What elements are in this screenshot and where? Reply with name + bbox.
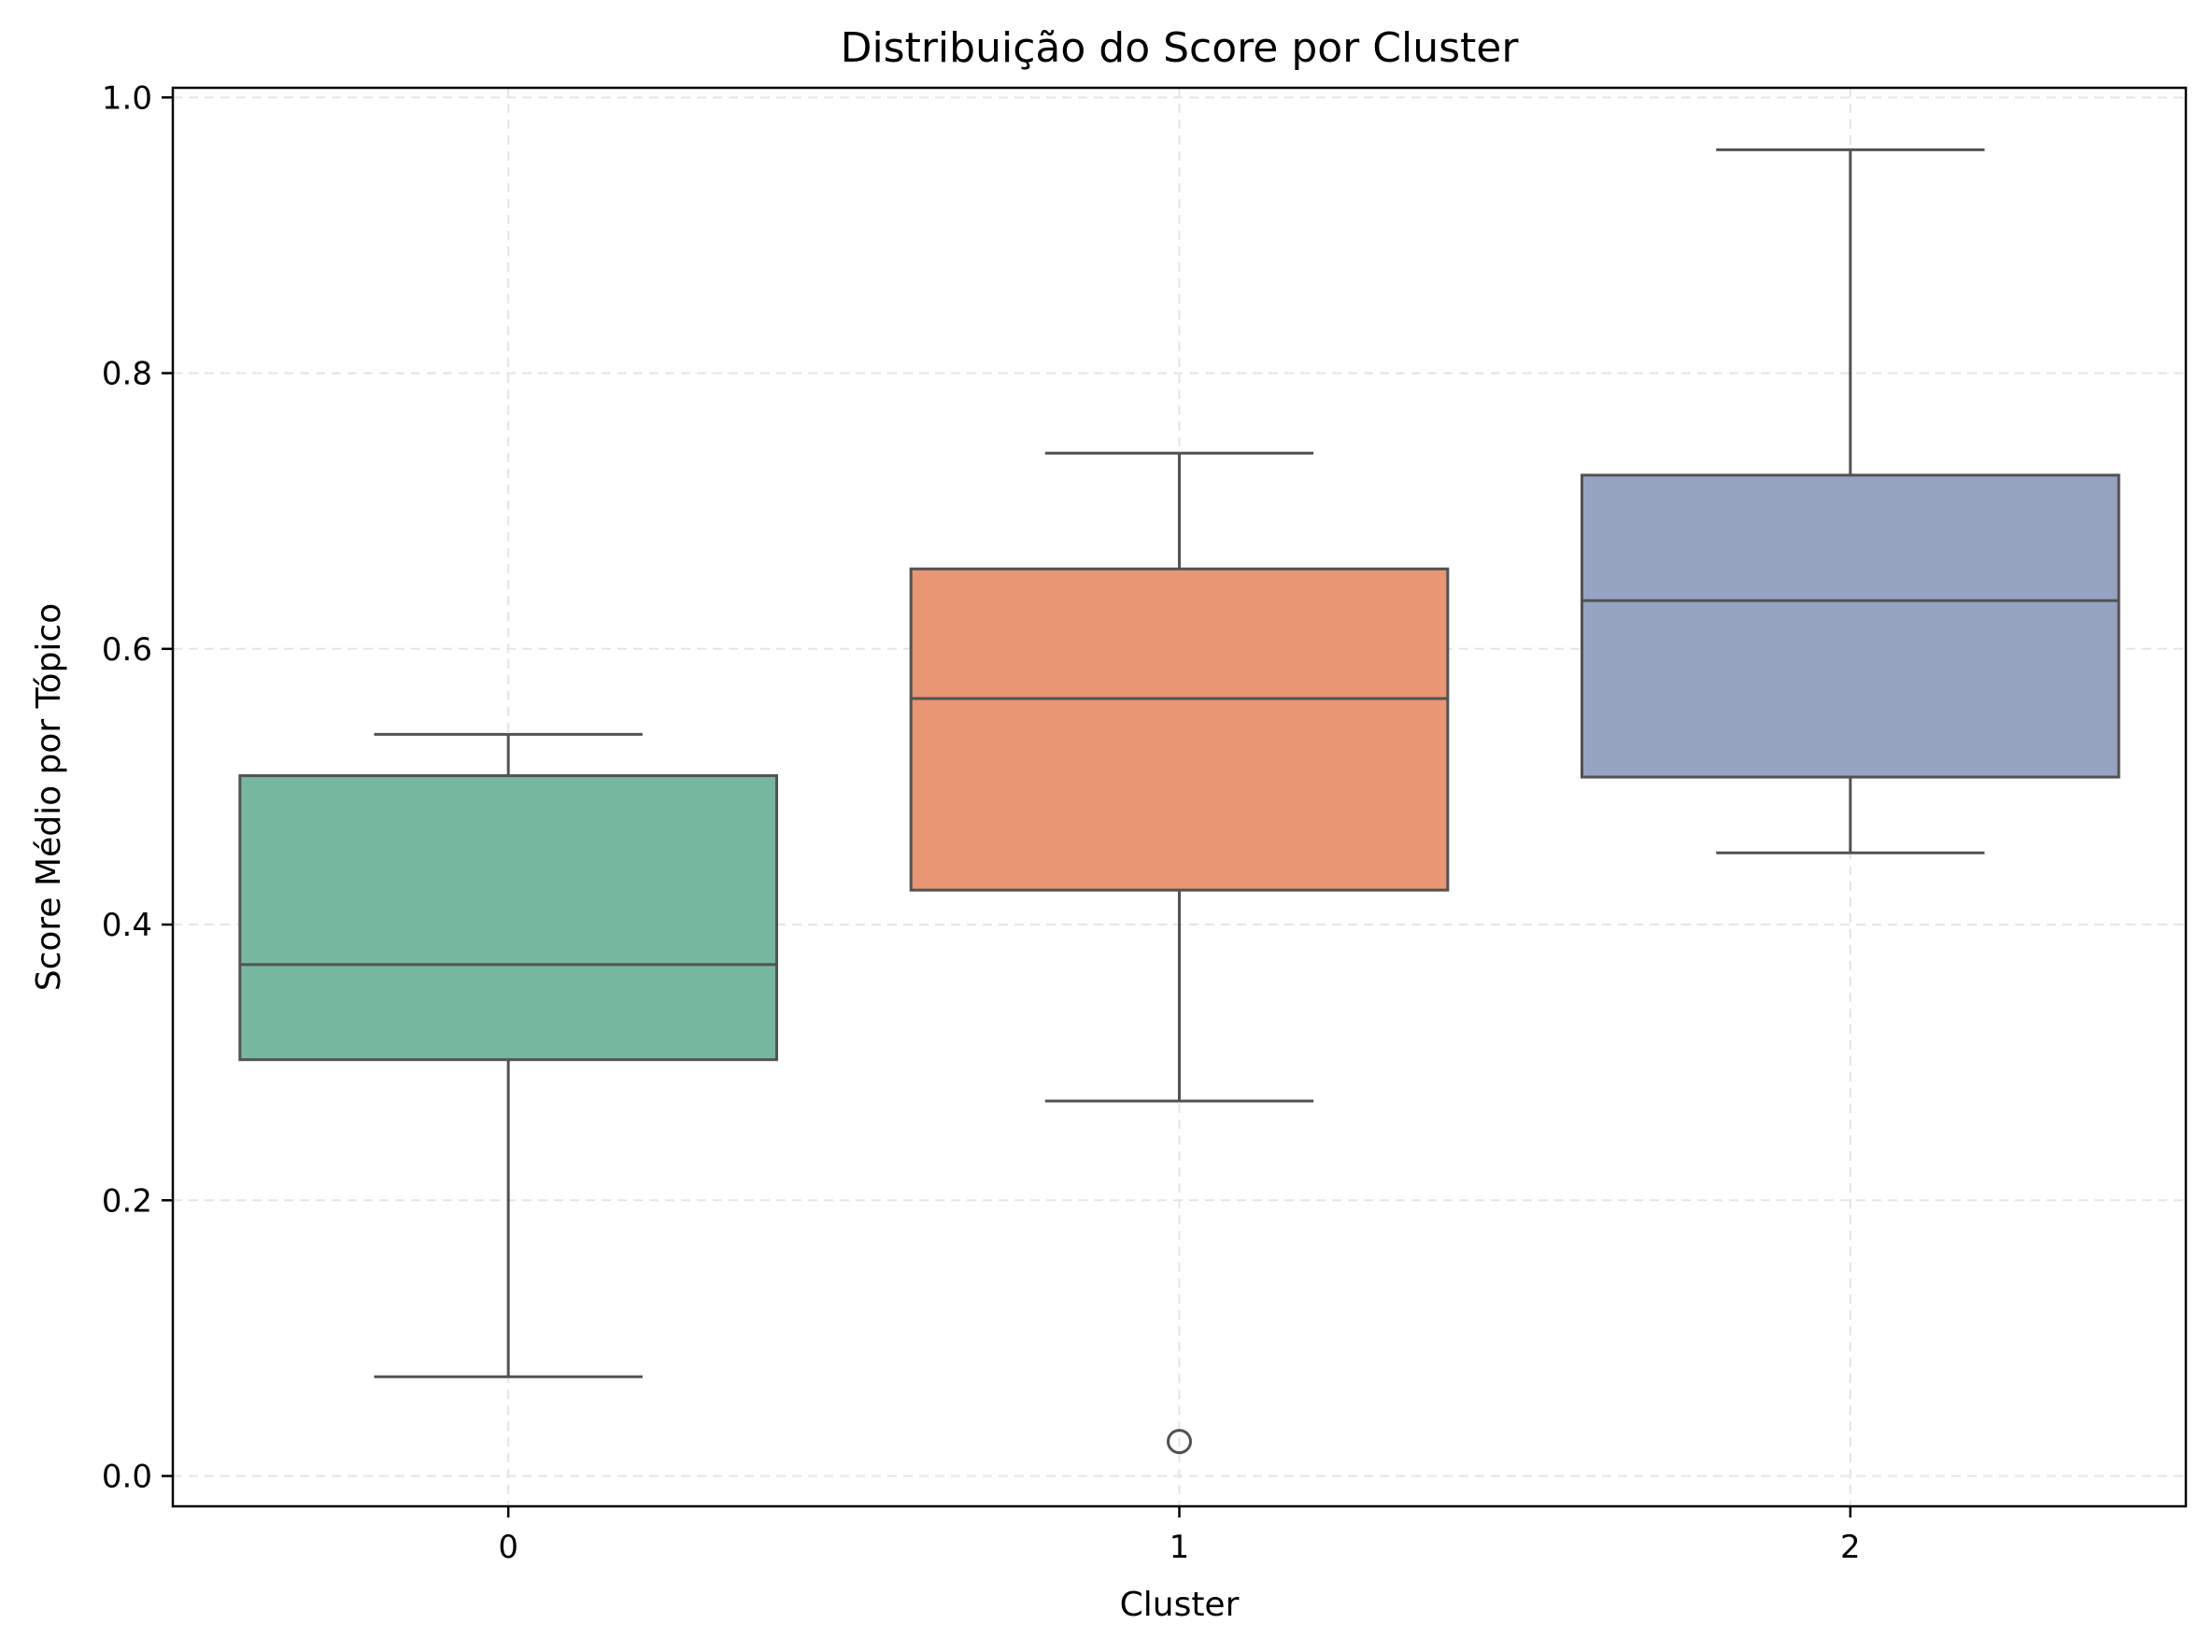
box-iqr (238, 774, 779, 1062)
y-tick-label: 0.4 (102, 907, 152, 944)
y-tick-label: 0.2 (102, 1182, 152, 1220)
box-cluster-1 (909, 451, 1450, 1455)
box-iqr (1581, 473, 2120, 779)
chart-title: Distribuição do Score por Cluster (841, 24, 1520, 72)
box-cluster-2 (1581, 148, 2120, 854)
y-tick-label: 0.0 (102, 1459, 152, 1496)
y-tick-label: 0.8 (102, 356, 152, 393)
x-axis-title: Cluster (1120, 1586, 1240, 1624)
x-tick-label: 2 (1840, 1529, 1861, 1566)
y-axis: 0.0 0.2 0.4 0.6 0.8 1.0 (102, 79, 173, 1496)
x-axis: 0 1 2 (498, 1506, 1861, 1566)
box-series (238, 148, 2120, 1455)
y-tick-label: 1.0 (102, 79, 152, 117)
y-tick-label: 0.6 (102, 631, 152, 669)
x-tick-label: 0 (498, 1529, 518, 1566)
box-iqr (909, 567, 1450, 892)
y-axis-title: Score Médio por Tópico (30, 603, 68, 992)
outlier-point (1167, 1429, 1192, 1455)
box-cluster-0 (238, 732, 779, 1378)
x-tick-label: 1 (1170, 1529, 1190, 1566)
